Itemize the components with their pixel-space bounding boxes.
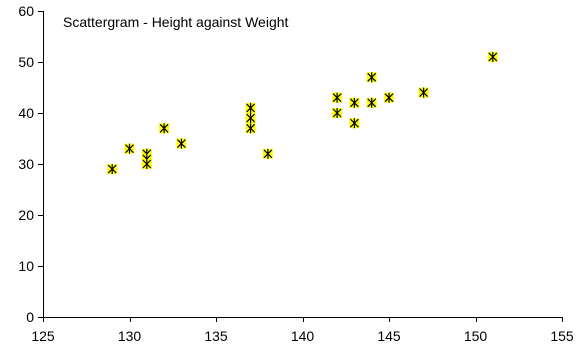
scatter-point [332,108,343,118]
axis-ticks: 125 130 135 140 145 150 155 0 10 20 30 40 50 60 [18,3,573,344]
scatter-point [159,123,170,134]
scatter-point [366,72,377,83]
x-tick-label: 150 [464,328,488,344]
scatter-point [245,113,256,124]
scatter-point [366,97,377,108]
scatter-point [349,97,360,108]
x-tick-label: 135 [204,328,228,344]
data-points [107,51,498,175]
y-tick-label: 30 [18,156,34,172]
y-tick-label: 10 [18,258,34,274]
scatter-point [245,102,256,113]
y-tick-label: 40 [18,105,34,121]
y-tick-label: 0 [26,309,34,325]
y-tick-label: 20 [18,207,34,223]
axes [43,11,562,318]
scatter-point [418,87,429,98]
chart-title: Scattergram - Height against Weight [63,14,289,30]
y-tick-label: 60 [18,3,34,19]
scatter-point [384,92,394,103]
scatter-point [332,92,343,103]
scatter-point [349,118,360,129]
scatter-point [262,148,273,159]
y-tick-label: 50 [18,54,34,70]
scatter-point [141,159,152,169]
scatter-point [124,143,135,154]
x-tick-label: 155 [550,328,574,344]
scatter-point [245,123,256,134]
scatter-point [107,164,118,175]
x-tick-label: 140 [291,328,315,344]
x-tick-label: 145 [377,328,401,344]
scatter-point [176,138,187,149]
scatter-point [487,51,498,62]
x-tick-label: 125 [31,328,55,344]
x-tick-label: 130 [118,328,142,344]
